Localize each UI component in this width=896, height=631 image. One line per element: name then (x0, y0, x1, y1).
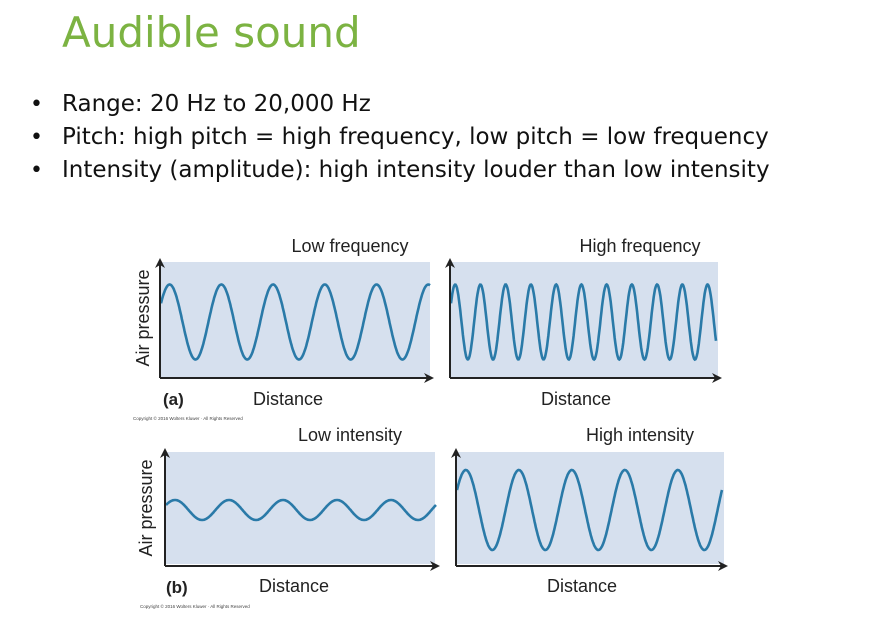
wave-high-frequency (449, 282, 718, 362)
y-axis-label-a: Air pressure (133, 269, 153, 366)
panel-title-low-intensity: Low intensity (298, 425, 402, 445)
x-axis-label-low-intensity: Distance (259, 576, 329, 596)
wave-low-frequency (159, 283, 431, 361)
x-axis-label-high-intensity: Distance (547, 576, 617, 596)
panel-low-intensity: Low intensity Distance (160, 425, 440, 596)
bullet-pitch: Pitch: high pitch = high frequency, low … (30, 121, 770, 154)
copyright-notice-a: Copyright © 2016 Wolters Kluwer · All Ri… (133, 415, 243, 421)
wave-high-intensity (455, 468, 724, 552)
panel-background (450, 262, 718, 377)
x-axis-label-high-frequency: Distance (541, 389, 611, 409)
figure-letter-b: (b) (166, 578, 188, 597)
bullet-list: Range: 20 Hz to 20,000 Hz Pitch: high pi… (30, 88, 770, 187)
wave-low-intensity (165, 498, 437, 522)
bullet-range: Range: 20 Hz to 20,000 Hz (30, 88, 770, 121)
panel-title-low-frequency: Low frequency (291, 236, 408, 256)
y-axis-label-b: Air pressure (136, 459, 156, 556)
slide-title: Audible sound (62, 8, 361, 57)
figure-letter-a: (a) (163, 390, 184, 409)
panel-low-frequency: Low frequency Distance (155, 236, 434, 409)
panel-title-high-intensity: High intensity (586, 425, 694, 445)
panel-background (165, 452, 435, 564)
panel-high-intensity: High intensity Distance (451, 425, 728, 596)
x-axis-label-low-frequency: Distance (253, 389, 323, 409)
copyright-notice-b: Copyright © 2016 Wolters Kluwer · All Ri… (140, 603, 250, 609)
panel-high-frequency: High frequency Distance (445, 236, 722, 409)
bullet-intensity: Intensity (amplitude): high intensity lo… (30, 154, 770, 187)
panel-title-high-frequency: High frequency (579, 236, 700, 256)
